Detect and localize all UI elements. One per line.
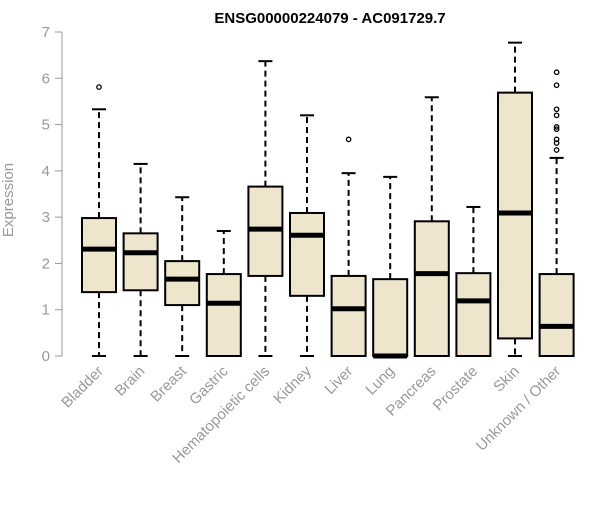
outlier-point bbox=[553, 126, 560, 133]
outlier-point bbox=[553, 112, 560, 119]
box-iqr bbox=[497, 91, 533, 340]
outlier-point bbox=[96, 84, 102, 90]
y-tick-label: 2 bbox=[42, 255, 50, 272]
box-iqr bbox=[122, 232, 159, 292]
outlier-point bbox=[553, 147, 560, 153]
box-iqr bbox=[330, 274, 367, 358]
y-tick-label: 5 bbox=[42, 117, 50, 134]
x-tick-label: Lung bbox=[362, 363, 398, 399]
box-iqr bbox=[81, 217, 117, 294]
x-tick-label: Kidney bbox=[270, 362, 315, 407]
box-iqr bbox=[164, 260, 201, 307]
box-skin bbox=[497, 41, 533, 357]
y-tick-label: 0 bbox=[42, 348, 50, 365]
y-tick-label: 7 bbox=[42, 24, 50, 41]
outlier-point bbox=[553, 82, 560, 89]
box-unknown-other bbox=[538, 69, 575, 357]
box-iqr bbox=[413, 220, 450, 357]
outlier-point bbox=[553, 136, 560, 143]
box-brain bbox=[122, 162, 159, 357]
outlier-point bbox=[553, 140, 560, 146]
y-axis: 0 1 2 3 4 5 6 7 bbox=[42, 24, 63, 365]
box-iqr bbox=[372, 278, 409, 357]
y-tick-label: 3 bbox=[42, 209, 50, 226]
box-iqr bbox=[289, 211, 325, 297]
outlier-point bbox=[553, 106, 560, 113]
box-gastric bbox=[205, 230, 242, 357]
x-tick-label: Brain bbox=[112, 363, 149, 400]
box-liver bbox=[330, 136, 367, 358]
y-tick-label: 4 bbox=[42, 163, 50, 180]
y-tick-label: 1 bbox=[42, 302, 50, 319]
x-tick-label: Breast bbox=[147, 362, 190, 405]
chart-title: ENSG00000224079 - AC091729.7 bbox=[214, 10, 445, 27]
outlier-point bbox=[553, 69, 560, 76]
box-iqr bbox=[538, 273, 575, 357]
x-tick-label: Bladder bbox=[58, 363, 107, 412]
box-group bbox=[81, 41, 575, 359]
box-iqr bbox=[455, 272, 492, 357]
box-kidney bbox=[289, 114, 325, 357]
box-prostate bbox=[455, 205, 492, 357]
outlier-point bbox=[553, 124, 560, 130]
y-axis-label: Expression bbox=[0, 163, 17, 237]
outlier-point bbox=[345, 136, 352, 143]
x-tick-label: Skin bbox=[490, 363, 523, 396]
x-tick-label: Prostate bbox=[430, 363, 482, 415]
box-lung bbox=[372, 175, 409, 359]
box-breast bbox=[164, 196, 201, 357]
y-tick-label: 6 bbox=[42, 70, 50, 87]
box-bladder bbox=[81, 84, 117, 357]
x-tick-label: Liver bbox=[321, 363, 356, 398]
box-iqr bbox=[205, 273, 242, 357]
box-hematopoietic-cells bbox=[247, 60, 284, 357]
box-pancreas bbox=[413, 96, 450, 357]
